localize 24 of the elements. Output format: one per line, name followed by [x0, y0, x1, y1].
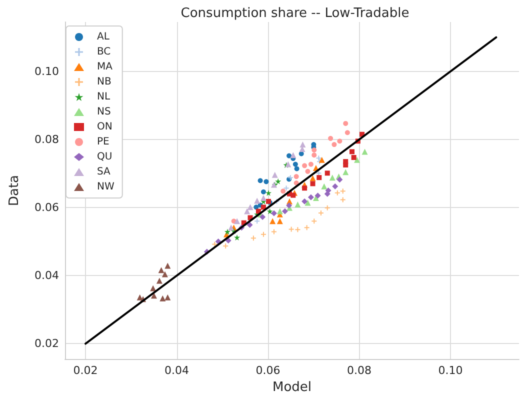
x-tick-label: 0.04: [164, 364, 190, 377]
x-axis-title: Model: [272, 380, 312, 395]
legend-label: QU: [97, 152, 112, 162]
y-tick-label: 0.10: [34, 64, 59, 78]
chart-title: Consumption share -- Low-Tradable: [180, 6, 410, 21]
legend-label: NW: [97, 182, 114, 192]
legend-label: NB: [97, 76, 112, 88]
y-tick-label: 0.08: [34, 132, 59, 146]
legend-label: NL: [97, 92, 110, 102]
legend-label: AL: [97, 32, 110, 42]
legend-label: BC: [97, 46, 111, 58]
y-tick-label: 0.06: [34, 201, 59, 214]
x-tick-label: 0.08: [347, 364, 372, 377]
legend-label: SA: [97, 166, 111, 178]
legend-label: PE: [97, 136, 110, 148]
y-tick-label: 0.04: [34, 269, 59, 282]
legend-label: ON: [97, 122, 112, 132]
y-axis-title: Data: [7, 174, 22, 206]
x-tick-label: 0.10: [438, 364, 463, 377]
x-tick-label: 0.06: [256, 364, 280, 377]
legend-label: MA: [97, 62, 113, 72]
x-tick-label: 0.02: [73, 364, 98, 377]
y-tick-label: 0.02: [34, 337, 59, 350]
legend-label: NS: [97, 106, 111, 118]
